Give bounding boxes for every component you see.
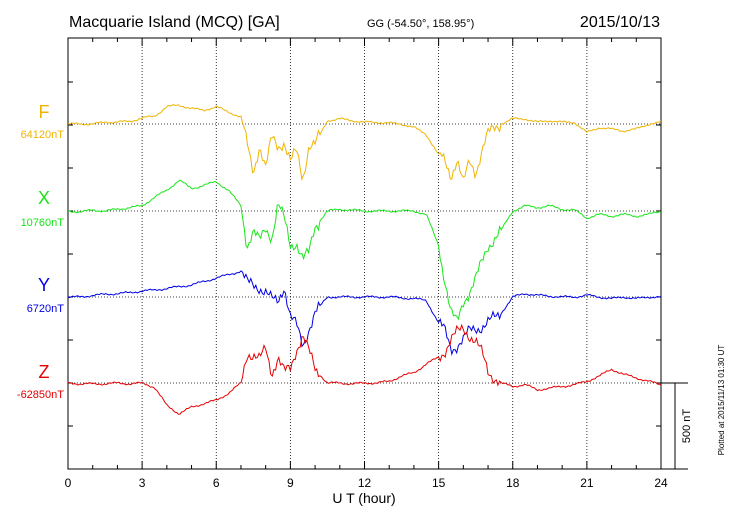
grid — [68, 38, 661, 469]
x-tick-label: 9 — [287, 476, 294, 490]
series-baseline-x: 10760nT — [21, 217, 65, 229]
x-tick-label: 18 — [506, 476, 520, 490]
series-z-line — [67, 323, 662, 415]
series-x-line — [67, 179, 662, 321]
series-baseline-z: -62850nT — [17, 389, 64, 401]
series-f-line — [67, 104, 662, 181]
x-tick-label: 15 — [432, 476, 446, 490]
chart-title: Macquarie Island (MCQ) [GA] — [69, 14, 280, 31]
chart-date: 2015/10/13 — [580, 14, 660, 31]
x-tick-label: 24 — [654, 476, 668, 490]
x-tick-label: 12 — [358, 476, 372, 490]
series-name-f: F — [39, 102, 50, 122]
series-layer — [67, 104, 662, 415]
x-tick-label: 21 — [580, 476, 594, 490]
x-tick-label: 0 — [65, 476, 72, 490]
series-name-x: X — [38, 188, 50, 208]
series-baseline-f: 64120nT — [21, 129, 65, 141]
x-tick-label: 3 — [139, 476, 146, 490]
scale-bar: 500 nT — [661, 382, 693, 470]
series-y-line — [67, 270, 662, 356]
tick-marks — [67, 38, 662, 469]
station-coords: GG (-54.50°, 158.95°) — [367, 18, 474, 30]
x-tick-labels: 0 3 6 9 12 15 18 21 24 — [65, 476, 668, 490]
series-labels: F 64120nT X 10760nT Y 6720nT Z -62850nT — [17, 102, 64, 401]
series-name-y: Y — [38, 275, 50, 295]
plotted-at-note: Plotted at 2015/11/13 01:30 UT — [717, 345, 726, 456]
scale-bar-label: 500 nT — [681, 409, 693, 444]
x-axis-label: U T (hour) — [332, 490, 395, 506]
series-baseline-y: 6720nT — [27, 303, 65, 315]
series-name-z: Z — [39, 362, 50, 382]
x-tick-label: 6 — [213, 476, 220, 490]
